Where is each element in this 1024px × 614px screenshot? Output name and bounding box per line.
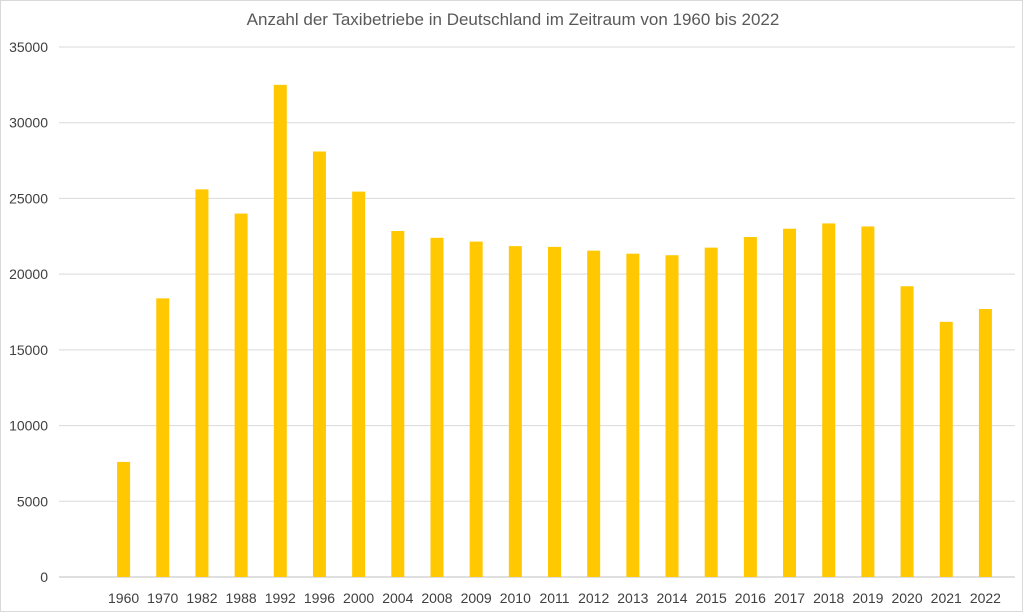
y-tick-label: 5000 bbox=[17, 493, 48, 509]
bar-2016 bbox=[743, 237, 757, 578]
x-tick-label: 2009 bbox=[461, 590, 492, 606]
x-tick-label: 1970 bbox=[147, 590, 178, 606]
bar-1970 bbox=[156, 298, 170, 577]
y-tick-label: 20000 bbox=[9, 266, 48, 282]
x-tick-label: 2021 bbox=[931, 590, 962, 606]
y-tick-label: 0 bbox=[40, 569, 48, 585]
bar-1992 bbox=[273, 84, 287, 577]
x-tick-label: 2018 bbox=[813, 590, 844, 606]
bar-1988 bbox=[234, 213, 248, 578]
bar-2022 bbox=[978, 308, 992, 577]
bar-2008 bbox=[430, 237, 444, 578]
x-tick-label: 2008 bbox=[421, 590, 452, 606]
x-tick-label: 2013 bbox=[617, 590, 648, 606]
x-tick-label: 2000 bbox=[343, 590, 374, 606]
y-tick-label: 15000 bbox=[9, 342, 48, 358]
x-tick-label: 2016 bbox=[735, 590, 766, 606]
bar-2004 bbox=[391, 230, 405, 577]
x-tick-label: 1982 bbox=[186, 590, 217, 606]
x-tick-label: 2014 bbox=[656, 590, 687, 606]
x-tick-label: 2022 bbox=[970, 590, 1001, 606]
x-tick-label: 2011 bbox=[539, 590, 569, 606]
x-tick-label: 1960 bbox=[108, 590, 139, 606]
x-tick-label: 2012 bbox=[578, 590, 609, 606]
bar-2017 bbox=[783, 228, 797, 577]
bar-2009 bbox=[469, 241, 483, 578]
bar-2010 bbox=[508, 246, 522, 577]
y-tick-label: 10000 bbox=[9, 418, 48, 434]
bar-2015 bbox=[704, 247, 718, 577]
bars bbox=[117, 84, 992, 578]
y-tick-label: 30000 bbox=[9, 115, 48, 131]
gridlines bbox=[59, 46, 1015, 578]
bar-2013 bbox=[626, 253, 640, 577]
x-tick-label: 2020 bbox=[891, 590, 922, 606]
chart-title: Anzahl der Taxibetriebe in Deutschland i… bbox=[247, 10, 780, 29]
y-tick-label: 35000 bbox=[9, 39, 48, 55]
bar-2021 bbox=[939, 321, 953, 577]
y-tick-label: 25000 bbox=[9, 190, 48, 206]
bar-2018 bbox=[822, 223, 836, 577]
bar-2000 bbox=[352, 191, 366, 577]
x-tick-label: 2019 bbox=[852, 590, 883, 606]
bar-1996 bbox=[312, 151, 326, 577]
bar-2014 bbox=[665, 255, 679, 577]
x-tick-label: 1988 bbox=[226, 590, 257, 606]
y-axis-ticks: 0 5000 10000 15000 20000 25000 30000 35000 bbox=[9, 39, 48, 585]
bar-2011 bbox=[548, 246, 561, 577]
bar-2020 bbox=[900, 286, 914, 577]
x-tick-label: 1992 bbox=[265, 590, 296, 606]
bar-2012 bbox=[587, 250, 601, 577]
x-tick-label: 2015 bbox=[696, 590, 727, 606]
x-axis-ticks: 1960 1970 1982 1988 1992 1996 2000 2004 2008 2009… bbox=[108, 590, 1001, 606]
bar-2019 bbox=[861, 226, 875, 577]
x-tick-label: 2017 bbox=[774, 590, 805, 606]
x-tick-label: 2010 bbox=[500, 590, 531, 606]
x-tick-label: 2004 bbox=[382, 590, 413, 606]
bar-1960 bbox=[117, 461, 131, 577]
bar-1982 bbox=[195, 189, 209, 578]
x-tick-label: 1996 bbox=[304, 590, 335, 606]
